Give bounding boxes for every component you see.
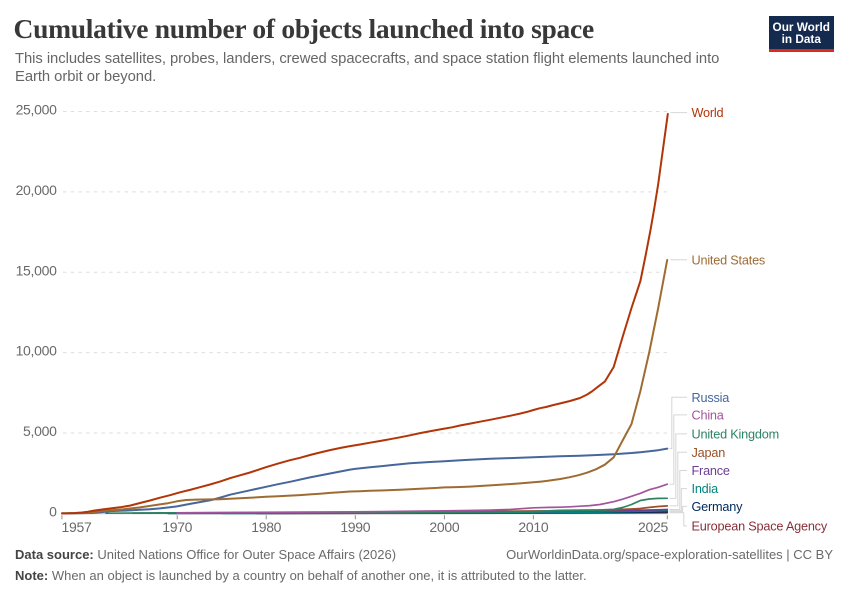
svg-text:United States: United States <box>692 253 766 267</box>
svg-text:1980: 1980 <box>251 519 281 535</box>
svg-text:China: China <box>692 408 725 422</box>
svg-text:France: France <box>692 464 730 478</box>
svg-text:5,000: 5,000 <box>23 423 57 439</box>
svg-text:20,000: 20,000 <box>16 182 58 198</box>
svg-text:0: 0 <box>49 504 57 520</box>
svg-text:25,000: 25,000 <box>16 102 58 118</box>
svg-text:1970: 1970 <box>162 519 192 535</box>
svg-text:2025: 2025 <box>638 519 668 535</box>
svg-text:United Kingdom: United Kingdom <box>692 427 779 441</box>
svg-text:1957: 1957 <box>62 519 92 535</box>
svg-text:10,000: 10,000 <box>16 343 58 359</box>
svg-text:Germany: Germany <box>692 500 744 514</box>
svg-text:2010: 2010 <box>518 519 548 535</box>
svg-text:1990: 1990 <box>340 519 370 535</box>
svg-text:World: World <box>692 106 724 120</box>
svg-text:Russia: Russia <box>692 391 731 405</box>
svg-text:Japan: Japan <box>692 446 726 460</box>
svg-text:India: India <box>692 482 720 496</box>
svg-text:2000: 2000 <box>429 519 459 535</box>
svg-text:European Space Agency: European Space Agency <box>692 519 828 533</box>
svg-text:15,000: 15,000 <box>16 262 58 278</box>
